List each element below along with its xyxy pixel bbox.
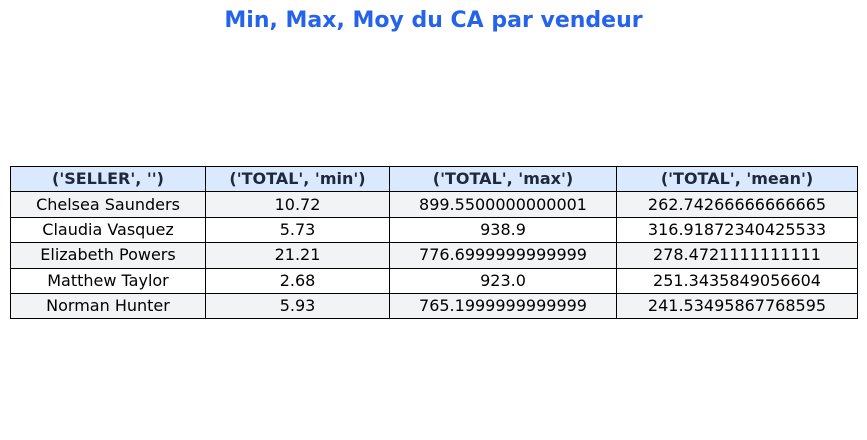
table-row: Matthew Taylor 2.68 923.0 251.3435849056… (10, 267, 858, 294)
table-cell: 241.53495867768595 (616, 292, 858, 320)
column-header: ('TOTAL', 'min') (205, 165, 390, 193)
table-cell: 938.9 (389, 216, 617, 244)
table-cell: 278.4721111111111 (616, 242, 858, 269)
table-cell: 923.0 (389, 267, 617, 294)
table-cell: 10.72 (205, 191, 390, 218)
table-cell: 2.68 (205, 267, 390, 294)
table-cell: 5.73 (205, 216, 390, 244)
table-cell: 21.21 (205, 242, 390, 269)
table-cell: 316.91872340425533 (616, 216, 858, 244)
column-header: ('TOTAL', 'max') (389, 165, 617, 193)
table-row: Claudia Vasquez 5.73 938.9 316.918723404… (10, 216, 858, 244)
table-row: Norman Hunter 5.93 765.1999999999999 241… (10, 292, 858, 320)
table-cell: Norman Hunter (10, 292, 206, 320)
table-cell: 5.93 (205, 292, 390, 320)
table-cell: Claudia Vasquez (10, 216, 206, 244)
column-header: ('TOTAL', 'mean') (616, 165, 858, 193)
table-row: Chelsea Saunders 10.72 899.5500000000001… (10, 191, 858, 218)
table-cell: 262.74266666666665 (616, 191, 858, 218)
column-header: ('SELLER', '') (10, 165, 206, 193)
header-row: ('SELLER', '') ('TOTAL', 'min') ('TOTAL'… (10, 165, 858, 193)
table-cell: 765.1999999999999 (389, 292, 617, 320)
table-cell: 776.6999999999999 (389, 242, 617, 269)
table-cell: 251.3435849056604 (616, 267, 858, 294)
data-table: ('SELLER', '') ('TOTAL', 'min') ('TOTAL'… (10, 165, 858, 320)
table-cell: Elizabeth Powers (10, 242, 206, 269)
table-cell: 899.5500000000001 (389, 191, 617, 218)
table-cell: Matthew Taylor (10, 267, 206, 294)
chart-title: Min, Max, Moy du CA par vendeur (224, 8, 643, 33)
table-row: Elizabeth Powers 21.21 776.6999999999999… (10, 242, 858, 269)
table-cell: Chelsea Saunders (10, 191, 206, 218)
